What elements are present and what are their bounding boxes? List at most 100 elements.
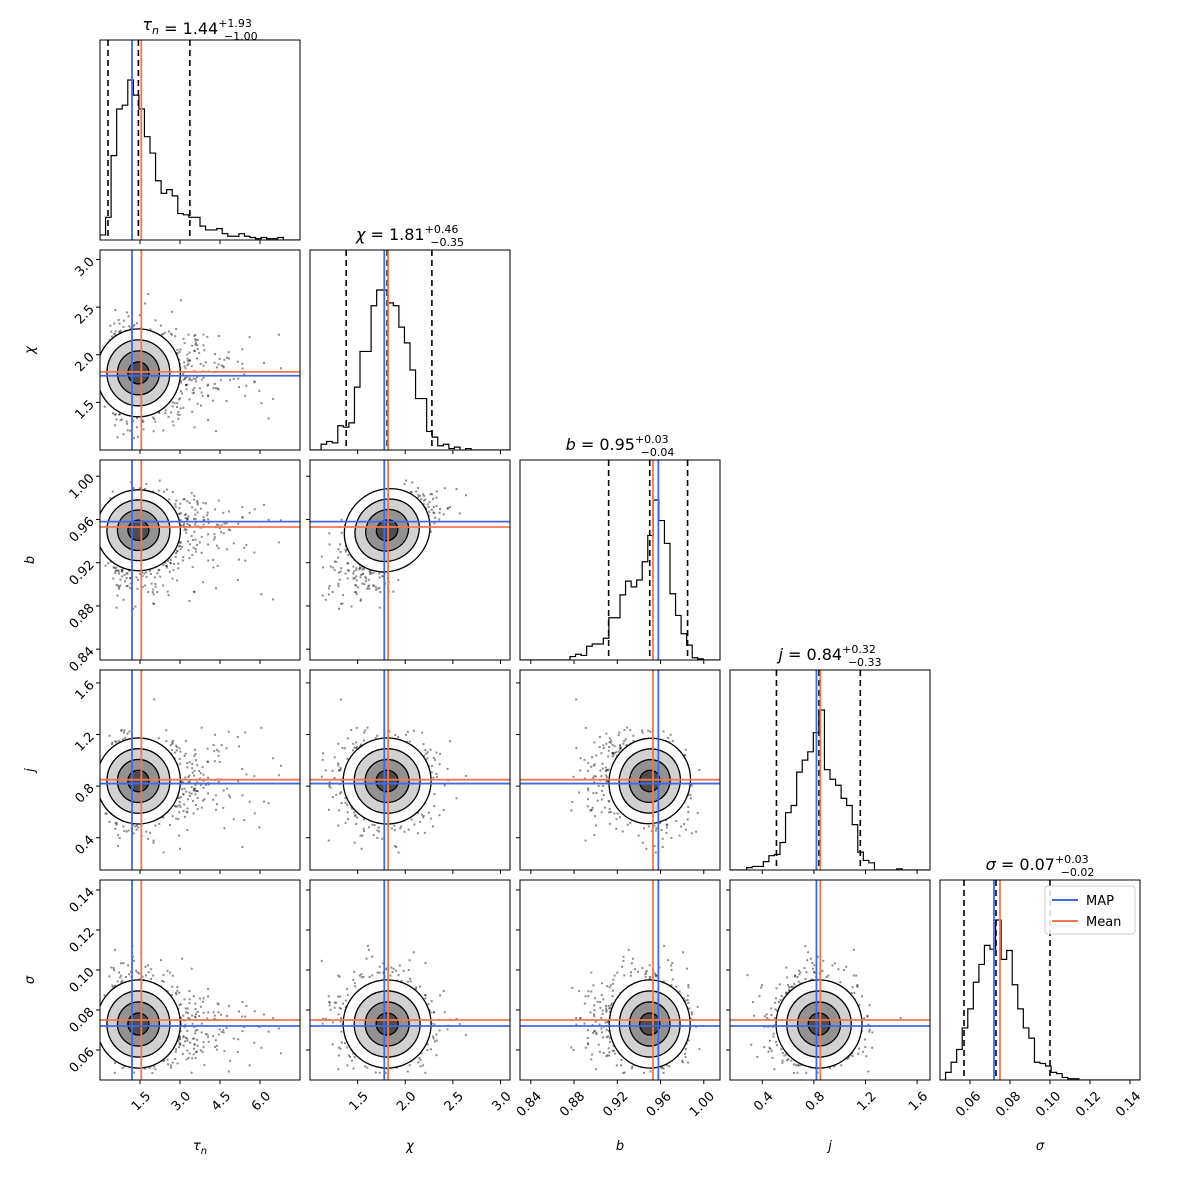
scatter-point — [188, 378, 191, 381]
scatter-point — [435, 505, 438, 508]
scatter-point — [182, 406, 185, 409]
scatter-point — [186, 540, 189, 543]
scatter-point — [122, 319, 125, 322]
scatter-point — [316, 583, 318, 585]
scatter-point — [438, 511, 441, 514]
scatter-point — [217, 750, 220, 753]
scatter-point — [174, 805, 177, 808]
scatter-point — [339, 550, 342, 553]
scatter-point — [207, 533, 210, 536]
scatter-point — [200, 378, 203, 381]
scatter-point — [272, 398, 275, 401]
scatter-point — [115, 606, 118, 609]
scatter-point — [171, 405, 174, 408]
scatter-point — [202, 799, 205, 802]
scatter-point — [157, 737, 160, 740]
scatter-point — [217, 754, 220, 757]
scatter-point — [135, 417, 138, 420]
scatter-point — [181, 392, 184, 395]
scatter-point — [117, 318, 120, 321]
scatter-point — [150, 582, 153, 585]
scatter-point — [241, 367, 244, 370]
scatter-point — [181, 781, 184, 784]
scatter-point — [180, 796, 183, 799]
scatter-point — [122, 731, 125, 734]
scatter-point — [174, 555, 177, 558]
scatter-point — [168, 498, 171, 501]
scatter-point — [194, 342, 197, 345]
scatter-point — [258, 826, 261, 829]
scatter-point — [335, 560, 338, 563]
scatter-point — [172, 563, 175, 566]
scatter-point — [190, 379, 193, 382]
scatter-point — [226, 548, 229, 551]
scatter-point — [346, 562, 349, 565]
scatter-point — [267, 518, 270, 521]
panel-title: τn = 1.44+1.93 −1.00 — [142, 15, 257, 43]
scatter-point — [204, 783, 207, 786]
scatter-point — [409, 491, 412, 494]
scatter-point — [411, 481, 414, 484]
scatter-point — [199, 507, 202, 510]
scatter-point — [212, 744, 215, 747]
scatter-point — [186, 353, 189, 356]
scatter-point — [115, 583, 118, 586]
scatter-point — [223, 522, 226, 525]
scatter-point — [428, 501, 431, 504]
scatter-point — [193, 530, 196, 533]
panel-frame — [519, 459, 721, 661]
scatter-point — [206, 760, 209, 763]
scatter-point — [114, 571, 117, 574]
scatter-point — [136, 587, 139, 590]
scatter-point — [237, 558, 240, 561]
scatter-point — [220, 744, 223, 747]
scatter-point — [165, 566, 168, 569]
scatter-point — [223, 358, 226, 361]
scatter-point — [359, 576, 362, 579]
scatter-point — [374, 588, 377, 591]
scatter-point — [419, 494, 422, 497]
scatter-point — [446, 507, 449, 510]
scatter-point — [159, 324, 162, 327]
y-tick-label: 1.00 — [67, 471, 98, 502]
scatter-point — [337, 548, 340, 551]
scatter-point — [125, 311, 128, 314]
scatter-point — [222, 806, 225, 809]
scatter-point — [170, 749, 173, 752]
scatter-point — [195, 380, 198, 383]
scatter-point — [241, 845, 244, 848]
scatter-point — [417, 487, 420, 490]
scatter-point — [196, 511, 199, 514]
panel-frame — [309, 459, 511, 661]
scatter-point — [177, 818, 180, 821]
scatter-point — [188, 501, 191, 504]
scatter-point — [153, 576, 156, 579]
scatter-point — [182, 556, 185, 559]
scatter-point — [253, 380, 256, 383]
scatter-point — [355, 584, 358, 587]
scatter-point — [277, 333, 280, 336]
scatter-point — [178, 757, 181, 760]
scatter-point — [204, 361, 207, 364]
scatter-point — [455, 797, 458, 800]
scatter-point — [117, 834, 120, 837]
scatter-point — [171, 741, 174, 744]
scatter-point — [432, 505, 435, 508]
scatter-point — [188, 599, 191, 602]
scatter-point — [194, 748, 197, 751]
scatter-point — [188, 791, 191, 794]
scatter-point — [112, 577, 115, 580]
scatter-point — [178, 541, 181, 544]
scatter-point — [362, 572, 365, 575]
scatter-point — [321, 594, 324, 597]
scatter-point — [196, 543, 199, 546]
scatter-point — [162, 332, 165, 335]
scatter-point — [184, 384, 187, 387]
scatter-point — [191, 763, 194, 766]
scatter-point — [213, 538, 216, 541]
scatter-point — [215, 803, 218, 806]
scatter-point — [378, 572, 381, 575]
scatter-point — [352, 742, 355, 745]
scatter-point — [333, 569, 336, 572]
density-contour — [127, 519, 150, 542]
